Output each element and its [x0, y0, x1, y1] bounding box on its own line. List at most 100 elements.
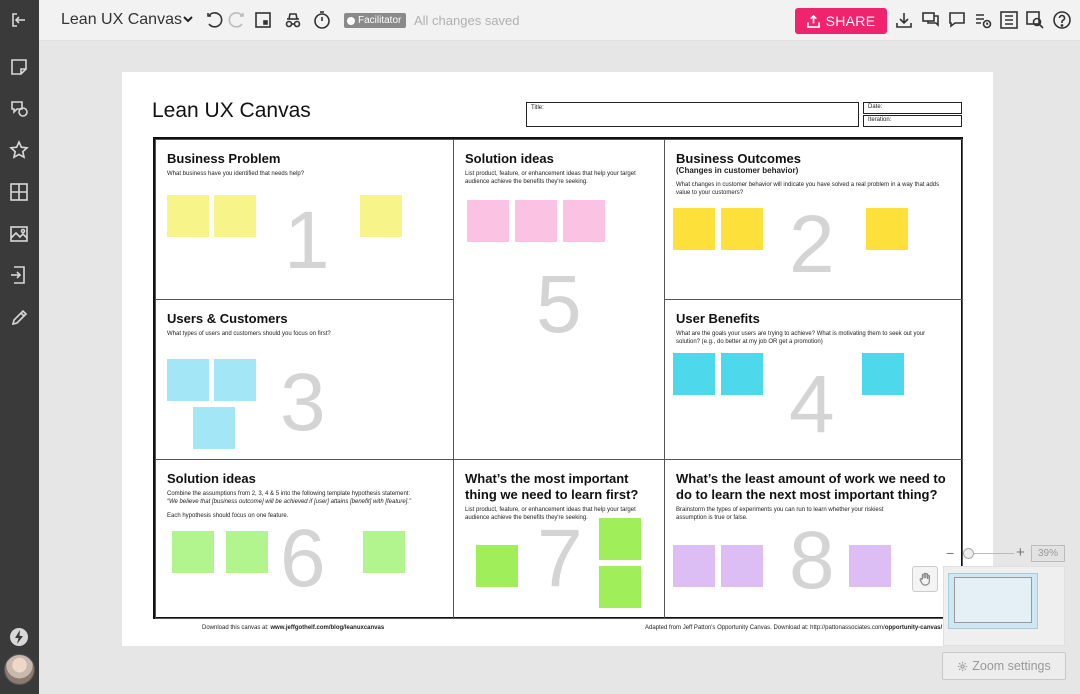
most-important-cell[interactable]: What’s the most important thing we need …: [453, 459, 665, 619]
exit-icon[interactable]: [7, 8, 31, 32]
star-icon[interactable]: [7, 138, 31, 162]
hypotheses-cell[interactable]: Solution ideas Combine the assumptions f…: [155, 459, 454, 619]
cell-title: User Benefits: [676, 311, 760, 326]
download-icon[interactable]: [893, 9, 915, 31]
sticky-note[interactable]: [721, 353, 763, 395]
sticky-note[interactable]: [214, 359, 256, 401]
zoom-in-button[interactable]: +: [1016, 544, 1025, 561]
hypothesis-template: “We believe that [business outcome] will…: [167, 499, 412, 505]
zoom-out-button[interactable]: −: [946, 545, 955, 561]
image-icon[interactable]: [7, 222, 31, 246]
sticky-note[interactable]: [476, 545, 518, 587]
grid-icon[interactable]: [7, 180, 31, 204]
sticky-note[interactable]: [849, 545, 891, 587]
sticky-note[interactable]: [862, 353, 904, 395]
sticky-note[interactable]: [721, 208, 763, 250]
cell-number: 5: [536, 259, 582, 350]
facilitator-badge[interactable]: Facilitator: [344, 13, 407, 28]
sticky-note[interactable]: [467, 200, 509, 242]
sticky-note-icon[interactable]: [7, 55, 31, 79]
incognito-icon[interactable]: [282, 9, 304, 31]
solution-ideas-cell[interactable]: Solution ideas List product, feature, or…: [453, 139, 665, 460]
sticky-note[interactable]: [721, 545, 763, 587]
lean-ux-canvas-board[interactable]: Lean UX Canvas Title: Date: Iteration: B…: [122, 72, 993, 646]
cell-number: 7: [537, 513, 583, 604]
least-work-cell[interactable]: What’s the least amount of work we need …: [664, 459, 963, 619]
undo-icon[interactable]: [204, 9, 226, 31]
share-button[interactable]: SHARE: [795, 8, 887, 34]
sticky-note[interactable]: [515, 200, 557, 242]
comments-icon[interactable]: [920, 9, 942, 31]
shapes-icon[interactable]: [7, 96, 31, 120]
sticky-note[interactable]: [599, 566, 641, 608]
pan-hand-button[interactable]: [912, 566, 938, 592]
minimap-canvas: [954, 577, 1032, 623]
upload-icon: [806, 14, 820, 28]
iteration-field[interactable]: Iteration:: [863, 115, 962, 127]
outline-icon[interactable]: [998, 9, 1020, 31]
zoom-percentage[interactable]: 39%: [1031, 545, 1065, 562]
zoom-settings-button[interactable]: Zoom settings: [942, 652, 1066, 680]
sticky-note[interactable]: [673, 208, 715, 250]
sticky-note[interactable]: [167, 359, 209, 401]
cell-note: Each hypothesis should focus on one feat…: [167, 513, 289, 519]
lightning-icon[interactable]: [7, 625, 31, 649]
sticky-note[interactable]: [363, 531, 405, 573]
chat-icon[interactable]: [946, 9, 968, 31]
footer-attribution: Adapted from Jeff Patton's Opportunity C…: [645, 625, 942, 631]
cell-number: 4: [789, 359, 835, 450]
left-toolbar: [0, 0, 39, 694]
footer-right-link[interactable]: opportunity-canvas/: [884, 625, 943, 631]
cell-description: Combine the assumptions from 2, 3, 4 & 5…: [167, 491, 411, 497]
activity-icon[interactable]: [972, 9, 994, 31]
users-customers-cell[interactable]: Users & Customers What types of users an…: [155, 299, 454, 460]
sticky-note[interactable]: [360, 195, 402, 237]
zoom-slider[interactable]: [964, 553, 1014, 554]
cell-subtitle: (Changes in customer behavior): [676, 166, 799, 175]
sticky-note[interactable]: [563, 200, 605, 242]
title-field[interactable]: Title:: [526, 102, 859, 127]
facilitator-icon: [347, 16, 355, 25]
sticky-note[interactable]: [193, 407, 235, 449]
search-icon[interactable]: [1024, 9, 1046, 31]
gear-icon: [958, 661, 968, 671]
frame-icon[interactable]: [252, 9, 274, 31]
zoom-slider-handle[interactable]: [963, 548, 974, 559]
import-icon[interactable]: [7, 263, 31, 287]
footer-left-link[interactable]: www.jeffgothelf.com/blog/leanuxcanvas: [270, 625, 385, 631]
cell-number: 6: [280, 513, 326, 604]
cell-number: 1: [284, 195, 330, 286]
pen-icon[interactable]: [7, 306, 31, 330]
business-problem-cell[interactable]: Business Problem What business have you …: [155, 139, 454, 300]
share-label: SHARE: [825, 13, 876, 29]
cell-number: 8: [789, 515, 835, 606]
cell-description: What are the goals your users are trying…: [676, 331, 926, 345]
sticky-note[interactable]: [673, 353, 715, 395]
date-field[interactable]: Date:: [863, 102, 962, 114]
minimap[interactable]: [943, 566, 1065, 646]
canvas-title: Lean UX Canvas: [152, 99, 311, 122]
cell-description: What changes in customer behavior will i…: [676, 182, 940, 196]
iteration-field-label: Iteration:: [868, 117, 892, 123]
chevron-down-icon[interactable]: [182, 13, 194, 25]
sticky-note[interactable]: [226, 531, 268, 573]
sticky-note[interactable]: [167, 195, 209, 237]
sticky-note[interactable]: [599, 518, 641, 560]
timer-icon[interactable]: [311, 9, 333, 31]
sticky-note[interactable]: [866, 208, 908, 250]
cell-title: Solution ideas: [167, 471, 256, 486]
footer-download: Download this canvas at: www.jeffgothelf…: [202, 625, 384, 631]
cell-title: What’s the most important thing we need …: [465, 471, 639, 502]
business-outcomes-cell[interactable]: Business Outcomes (Changes in customer b…: [664, 139, 963, 300]
sticky-note[interactable]: [673, 545, 715, 587]
help-icon[interactable]: [1051, 9, 1073, 31]
title-field-label: Title:: [531, 105, 544, 111]
user-avatar[interactable]: [4, 654, 35, 685]
cell-description: What business have you identified that n…: [167, 171, 305, 177]
redo-icon[interactable]: [225, 9, 247, 31]
zoom-controls: − + 39%: [944, 544, 1070, 566]
sticky-note[interactable]: [172, 531, 214, 573]
board-title[interactable]: Lean UX Canvas: [61, 11, 182, 28]
user-benefits-cell[interactable]: User Benefits What are the goals your us…: [664, 299, 963, 460]
sticky-note[interactable]: [214, 195, 256, 237]
